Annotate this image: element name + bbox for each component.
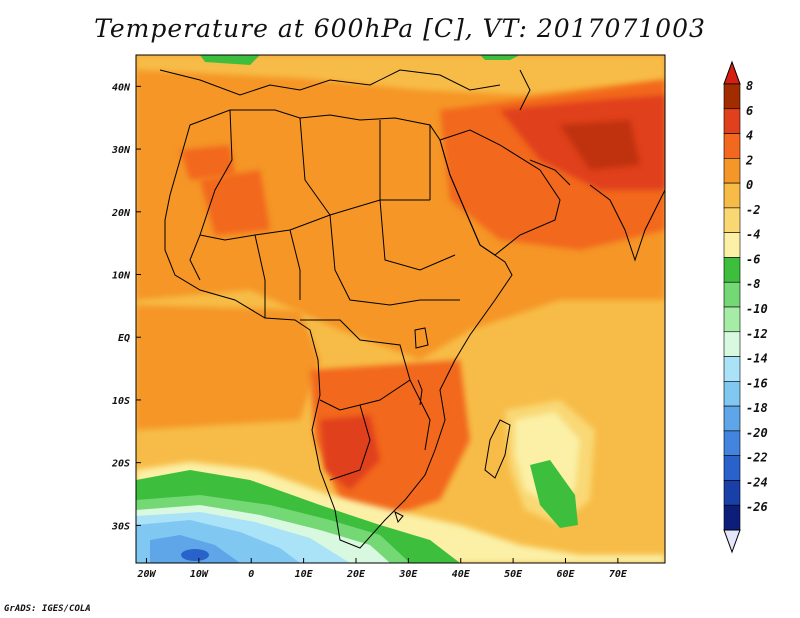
lat-tick-label: 30S bbox=[111, 521, 130, 532]
lat-tick-label: 10S bbox=[112, 396, 130, 407]
colorbar-label: -20 bbox=[746, 426, 768, 440]
colorbar-swatch bbox=[723, 331, 741, 357]
colorbar-label: 8 bbox=[746, 79, 753, 93]
lon-tick-label: 0 bbox=[248, 569, 254, 580]
map-frame bbox=[135, 54, 666, 564]
colorbar-swatch bbox=[723, 207, 741, 233]
colorbar-label: -16 bbox=[746, 376, 768, 390]
lat-tick-label: 20N bbox=[111, 208, 131, 219]
latitude-axis: 40N 30N 20N 10N EQ 10S 20S 30S bbox=[111, 82, 141, 532]
colorbar-swatch bbox=[723, 133, 741, 159]
lon-tick-label: 20W bbox=[136, 569, 156, 580]
lon-tick-label: 10E bbox=[295, 569, 314, 580]
colorbar-label: -14 bbox=[746, 352, 768, 366]
lat-tick-label: 20S bbox=[111, 459, 130, 470]
chart-title: Temperature at 600hPa [C], VT: 201707100… bbox=[94, 14, 706, 43]
colorbar-swatch bbox=[723, 182, 741, 209]
colorbar-label: -8 bbox=[746, 277, 760, 291]
lon-tick-label: 30E bbox=[398, 569, 418, 580]
lon-tick-label: 50E bbox=[504, 569, 523, 580]
lon-tick-label: 10W bbox=[190, 569, 209, 580]
colorbar-swatch bbox=[723, 430, 741, 456]
colorbar-swatch bbox=[723, 455, 741, 481]
colorbar-swatch bbox=[723, 381, 741, 407]
lat-tick-label: EQ bbox=[118, 333, 130, 344]
colorbar-swatch bbox=[723, 356, 741, 382]
credit-text: GrADS: IGES/COLA bbox=[4, 604, 91, 614]
colorbar-label: 6 bbox=[746, 104, 753, 118]
colorbar-lower-arrow bbox=[723, 529, 741, 554]
colorbar-label: -2 bbox=[746, 203, 760, 217]
colorbar-swatch bbox=[723, 257, 741, 283]
colorbar-swatch bbox=[723, 158, 741, 184]
colorbar-swatch bbox=[723, 108, 741, 134]
longitude-axis: 20W 10W 0 10E 20E 30E 40E 50E 60E 70E bbox=[136, 558, 628, 580]
colorbar-swatch bbox=[723, 306, 741, 333]
colorbar-swatch bbox=[723, 281, 741, 308]
colorbar-swatch bbox=[723, 504, 741, 531]
lon-tick-label: 40E bbox=[452, 569, 471, 580]
colorbar-label: 0 bbox=[746, 178, 753, 192]
colorbar-label: -18 bbox=[746, 401, 768, 415]
colorbar-label: 4 bbox=[746, 129, 753, 143]
colorbar-label: -22 bbox=[746, 451, 768, 465]
colorbar-label: -10 bbox=[746, 302, 768, 316]
colorbar-swatch bbox=[723, 405, 741, 432]
colorbar-label: -12 bbox=[746, 327, 768, 341]
colorbar-swatch bbox=[723, 480, 741, 506]
lon-tick-label: 20E bbox=[346, 569, 366, 580]
lat-tick-label: 30N bbox=[111, 145, 131, 156]
temperature-field bbox=[136, 55, 665, 563]
colorbar-label: -6 bbox=[746, 252, 760, 266]
lat-tick-label: 10N bbox=[112, 271, 131, 282]
lon-tick-label: 60E bbox=[556, 569, 575, 580]
lon-tick-label: 70E bbox=[609, 569, 628, 580]
colorbar-label: -4 bbox=[746, 228, 760, 242]
colorbar-label: -26 bbox=[746, 500, 768, 514]
coastlines bbox=[159, 69, 665, 549]
colorbar-swatch bbox=[723, 83, 741, 110]
colorbar-upper-arrow bbox=[723, 60, 741, 85]
colorbar: 8 6 4 2 0 -2 -4 -6 -8 -10 -12 -14 -16 -18 -20 -22 -24 -26 bbox=[723, 60, 768, 554]
lat-tick-label: 40N bbox=[112, 82, 131, 93]
colorbar-label: -24 bbox=[746, 475, 768, 489]
colorbar-swatch bbox=[723, 232, 741, 258]
colorbar-label: 2 bbox=[745, 153, 753, 167]
